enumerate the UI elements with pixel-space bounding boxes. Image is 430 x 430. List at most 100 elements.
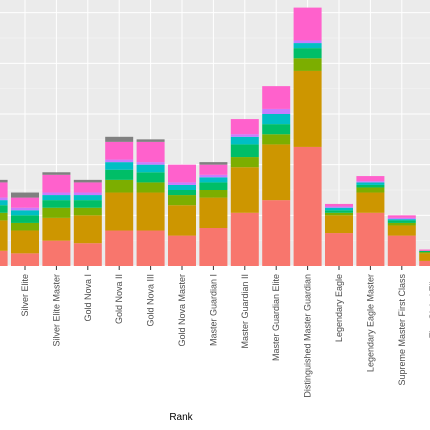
bar-segment xyxy=(105,192,134,231)
bar-segment xyxy=(168,205,196,236)
bar-segment xyxy=(42,192,71,196)
bar-segment xyxy=(136,139,165,142)
bar-segment xyxy=(11,197,39,208)
bar-segment xyxy=(105,136,134,142)
bar-segment xyxy=(230,212,259,266)
bar-segment xyxy=(199,197,228,228)
bar-segment xyxy=(262,144,291,201)
bar-segment xyxy=(168,182,196,185)
bar-segment xyxy=(136,164,165,173)
bar-segment xyxy=(168,195,196,206)
bar-segment xyxy=(136,172,165,183)
bar-segment xyxy=(105,141,134,160)
x-tick-label: Silver Elite xyxy=(20,274,30,317)
x-tick-label: Master Guardian II xyxy=(240,274,250,349)
bar-segment xyxy=(356,192,385,213)
bar-segment xyxy=(0,250,8,266)
bar-segment xyxy=(0,179,8,183)
bar-segment xyxy=(262,134,291,145)
x-tick-label: Gold Nova II xyxy=(114,274,124,324)
bar-segment xyxy=(199,162,228,165)
bar-segment xyxy=(325,215,353,234)
bar-segment xyxy=(262,86,291,109)
bar-segment xyxy=(199,228,228,266)
bar-segment xyxy=(325,207,353,211)
bar-segment xyxy=(387,215,416,218)
bar-segment xyxy=(73,179,102,183)
x-tick-label: Gold Nova Master xyxy=(177,274,187,347)
bar-segment xyxy=(387,222,416,226)
bar-segment xyxy=(356,212,385,266)
bar-segment xyxy=(293,70,322,147)
bar-segment xyxy=(42,207,71,218)
x-tick-label: Gold Nova III xyxy=(146,274,156,327)
bar-segment xyxy=(387,235,416,266)
bar-segment xyxy=(230,134,259,137)
bar-segment xyxy=(136,141,165,163)
bar-segment xyxy=(105,162,134,170)
bar-segment xyxy=(325,233,353,266)
x-tick-label: Silver Elite Master xyxy=(51,274,61,347)
x-tick-label: Distinguished Master Guardian xyxy=(303,274,313,398)
bar-segment xyxy=(356,176,385,182)
bar-segment xyxy=(73,182,102,193)
bar-segment xyxy=(0,212,8,221)
bar-segment xyxy=(325,206,353,208)
bar-segment xyxy=(73,195,102,201)
bar-segment xyxy=(387,217,416,220)
bar-segment xyxy=(11,192,39,198)
bar-segment xyxy=(105,169,134,180)
bar-segment xyxy=(293,48,322,59)
x-tick-label: The Global Elite xyxy=(428,274,430,338)
bar-segment xyxy=(42,240,71,266)
bar-segment xyxy=(11,207,39,211)
bar-segment xyxy=(136,192,165,231)
bar-segment xyxy=(262,124,291,135)
bars xyxy=(0,7,430,266)
x-tick-label: Supreme Master First Class xyxy=(397,274,407,386)
bar-segment xyxy=(73,207,102,216)
bar-segment xyxy=(325,210,353,213)
bar-segment xyxy=(105,179,134,193)
x-axis-title: Rank xyxy=(169,412,193,423)
bar-segment xyxy=(419,250,430,253)
x-tick-label: Master Guardian Elite xyxy=(271,274,281,361)
bar-segment xyxy=(230,136,259,145)
bar-segment xyxy=(42,195,71,201)
bar-segment xyxy=(42,217,71,241)
bar-segment xyxy=(356,182,385,185)
bar-segment xyxy=(387,225,416,236)
bar-segment xyxy=(73,243,102,266)
bar-segment xyxy=(262,108,291,114)
bar-segment xyxy=(230,167,259,213)
bar-segment xyxy=(262,200,291,266)
bar-segment xyxy=(325,212,353,216)
bar-segment xyxy=(293,7,322,41)
bar-segment xyxy=(0,205,8,213)
bar-segment xyxy=(230,144,259,158)
bar-segment xyxy=(136,230,165,266)
bar-segment xyxy=(356,187,385,193)
bar-segment xyxy=(199,164,228,175)
bar-segment xyxy=(325,203,353,207)
bar-segment xyxy=(262,114,291,125)
bar-segment xyxy=(293,43,322,49)
bar-segment xyxy=(199,174,228,178)
bar-segment xyxy=(136,182,165,193)
bar-segment xyxy=(356,181,385,183)
bar-segment xyxy=(199,182,228,190)
bar-segment xyxy=(136,162,165,165)
bar-segment xyxy=(199,190,228,198)
bar-segment xyxy=(387,220,416,223)
bar-segment xyxy=(168,190,196,196)
bar-segment xyxy=(42,200,71,208)
bar-segment xyxy=(0,220,8,251)
bar-segment xyxy=(73,215,102,244)
bar-segment xyxy=(11,230,39,254)
bar-segment xyxy=(11,253,39,266)
x-tick-label: Master Guardian I xyxy=(208,274,218,346)
bar-segment xyxy=(11,210,39,216)
x-tick-label: Gold Nova I xyxy=(83,274,93,322)
bar-segment xyxy=(168,164,196,183)
